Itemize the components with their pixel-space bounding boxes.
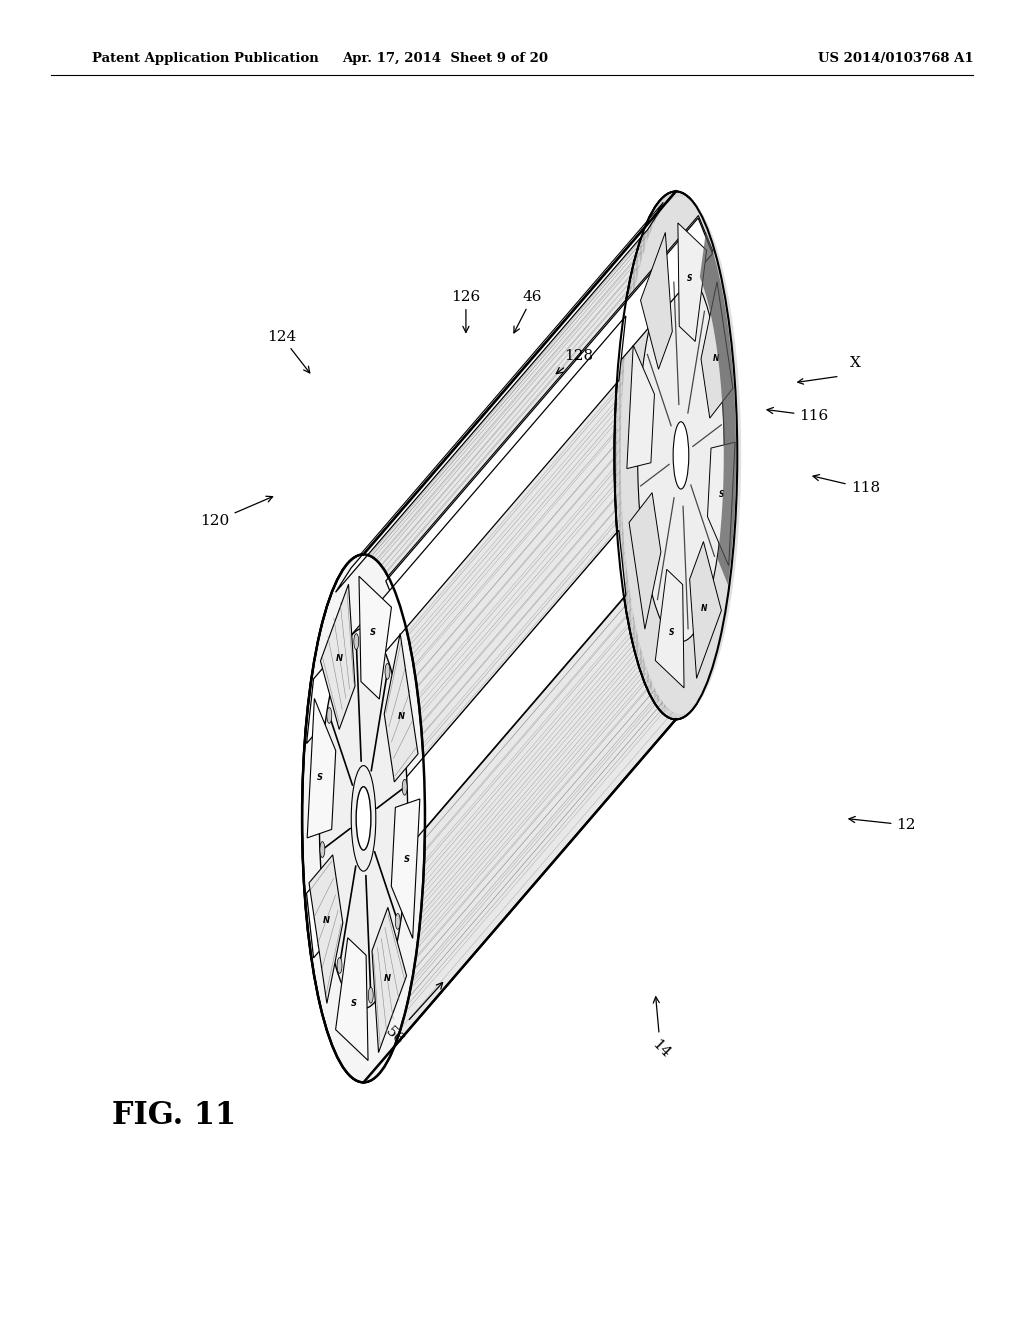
Ellipse shape xyxy=(356,787,371,850)
Polygon shape xyxy=(321,585,355,730)
Text: N: N xyxy=(714,354,720,363)
Polygon shape xyxy=(701,281,733,418)
Polygon shape xyxy=(708,442,735,565)
Ellipse shape xyxy=(621,197,741,714)
Polygon shape xyxy=(336,205,664,593)
Polygon shape xyxy=(699,231,736,585)
Text: 12: 12 xyxy=(849,817,916,832)
Text: N: N xyxy=(323,916,330,925)
Polygon shape xyxy=(306,531,626,960)
Text: 126: 126 xyxy=(452,290,480,333)
Polygon shape xyxy=(364,191,676,1082)
Text: S: S xyxy=(403,855,410,865)
Text: 116: 116 xyxy=(767,408,828,422)
Text: 46: 46 xyxy=(514,290,543,333)
Text: N: N xyxy=(336,653,343,663)
Polygon shape xyxy=(386,215,713,615)
Ellipse shape xyxy=(302,554,425,1082)
Polygon shape xyxy=(372,907,407,1052)
Text: S: S xyxy=(719,490,725,499)
Text: S: S xyxy=(669,628,675,636)
Ellipse shape xyxy=(319,628,408,1008)
Text: FIG. 11: FIG. 11 xyxy=(112,1100,237,1131)
Polygon shape xyxy=(627,346,654,469)
Polygon shape xyxy=(306,531,626,958)
Polygon shape xyxy=(678,223,707,342)
Text: S: S xyxy=(351,999,357,1008)
Polygon shape xyxy=(689,541,721,678)
Text: 128: 128 xyxy=(556,350,593,374)
Ellipse shape xyxy=(327,708,332,723)
Text: 124: 124 xyxy=(267,330,310,374)
Text: S: S xyxy=(317,772,324,781)
Ellipse shape xyxy=(337,957,342,973)
Ellipse shape xyxy=(638,269,724,642)
Text: Apr. 17, 2014  Sheet 9 of 20: Apr. 17, 2014 Sheet 9 of 20 xyxy=(342,51,549,65)
Ellipse shape xyxy=(402,779,408,795)
Polygon shape xyxy=(335,202,664,590)
Polygon shape xyxy=(306,315,626,743)
Text: 56: 56 xyxy=(382,982,442,1048)
Text: X: X xyxy=(850,356,860,370)
Ellipse shape xyxy=(385,664,390,680)
Text: 120: 120 xyxy=(201,496,272,528)
Text: N: N xyxy=(700,603,707,612)
Text: 118: 118 xyxy=(813,475,880,495)
Polygon shape xyxy=(309,855,343,1003)
Ellipse shape xyxy=(369,987,373,1003)
Polygon shape xyxy=(641,232,673,370)
Polygon shape xyxy=(307,698,336,838)
Text: N: N xyxy=(397,711,404,721)
Ellipse shape xyxy=(354,634,358,649)
Text: US 2014/0103768 A1: US 2014/0103768 A1 xyxy=(818,51,974,65)
Polygon shape xyxy=(359,577,391,700)
Polygon shape xyxy=(336,937,368,1060)
Text: S: S xyxy=(370,628,376,638)
Polygon shape xyxy=(391,799,420,939)
Text: 14: 14 xyxy=(648,997,673,1061)
Polygon shape xyxy=(655,569,684,688)
Polygon shape xyxy=(629,492,660,630)
Polygon shape xyxy=(384,634,418,781)
Ellipse shape xyxy=(614,191,737,719)
Ellipse shape xyxy=(319,842,325,858)
Ellipse shape xyxy=(395,913,400,929)
Text: Patent Application Publication: Patent Application Publication xyxy=(92,51,318,65)
Ellipse shape xyxy=(673,422,689,488)
Text: S: S xyxy=(687,275,693,282)
Polygon shape xyxy=(306,314,626,743)
Polygon shape xyxy=(386,218,713,616)
Text: N: N xyxy=(384,974,391,983)
